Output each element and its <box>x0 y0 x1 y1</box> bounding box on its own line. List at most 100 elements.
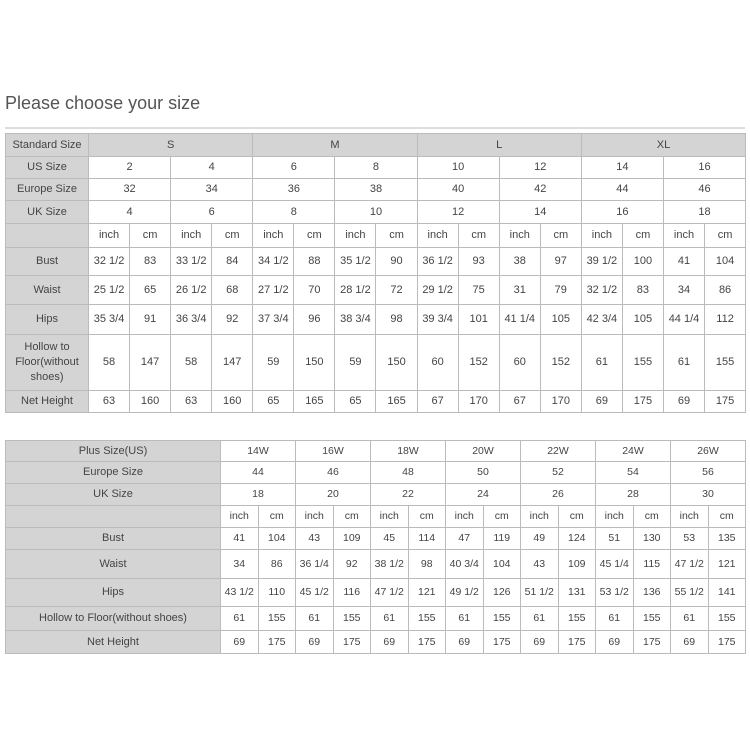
table-cell: 69 <box>220 630 259 654</box>
table-cell: 58 <box>170 334 213 391</box>
table-cell: 37 3/4 <box>252 304 295 335</box>
table-cell: 35 1/2 <box>334 247 377 276</box>
table-cell: 60 <box>498 334 541 391</box>
table-cell: 42 3/4 <box>580 304 623 335</box>
table-cell: 119 <box>482 527 521 550</box>
table-cell: 50 <box>445 461 521 484</box>
row-label: Plus Size(US) <box>5 440 221 462</box>
table-cell: inch <box>295 505 334 528</box>
table-cell: 69 <box>295 630 334 654</box>
table-cell: 155 <box>257 606 296 631</box>
table-cell: 170 <box>457 390 500 413</box>
table-cell: 61 <box>662 334 706 391</box>
table-cell: cm <box>457 223 500 248</box>
table-row: Bust 32 1/2 83 33 1/2 84 34 1/2 88 35 1/2 90 36 1… <box>5 247 747 276</box>
table-cell: 68 <box>211 275 254 305</box>
table-cell: inch <box>580 223 623 248</box>
table-cell: 75 <box>457 275 500 305</box>
table-cell: inch <box>520 505 559 528</box>
table-cell: 105 <box>539 304 582 335</box>
table-cell: 34 <box>170 178 254 201</box>
table-cell: 175 <box>557 630 596 654</box>
table-cell: cm <box>482 505 521 528</box>
table-cell: 36 <box>252 178 336 201</box>
table-cell: 56 <box>670 461 746 484</box>
table-cell: 6 <box>170 200 254 224</box>
table-cell: 38 3/4 <box>334 304 377 335</box>
table-cell: 53 <box>670 527 709 550</box>
table-cell: 135 <box>707 527 746 550</box>
table-cell: 45 1/2 <box>295 578 334 607</box>
table-cell: 12 <box>498 156 582 179</box>
table-cell: 38 1/2 <box>370 549 409 579</box>
table-cell: cm <box>704 223 747 248</box>
table-row: Waist 25 1/2 65 26 1/2 68 27 1/2 70 28 1/2 72 29 … <box>5 275 747 305</box>
table-cell: 98 <box>375 304 418 335</box>
table-cell: 6 <box>252 156 336 179</box>
table-cell: 83 <box>129 247 172 276</box>
row-label: Net Height <box>5 630 221 654</box>
table-cell: 152 <box>539 334 582 391</box>
divider <box>5 127 745 129</box>
table-cell: cm <box>707 505 746 528</box>
table-cell: inch <box>87 223 131 248</box>
table-cell: 41 <box>220 527 259 550</box>
table-cell: XL <box>580 133 747 157</box>
table-cell: 110 <box>257 578 296 607</box>
table-cell: 98 <box>407 549 446 579</box>
table-cell: 61 <box>445 606 484 631</box>
table-cell: 63 <box>87 390 131 413</box>
table-cell: 101 <box>457 304 500 335</box>
table-cell: 2 <box>87 156 172 179</box>
table-cell: 155 <box>332 606 371 631</box>
table-row: Waist 34 86 36 1/4 92 38 1/2 98 40 3/4 104 43 109 4… <box>5 549 746 579</box>
row-label: UK Size <box>5 200 89 224</box>
table-cell: 175 <box>704 390 747 413</box>
table-cell: 32 <box>87 178 172 201</box>
table-cell: 115 <box>632 549 671 579</box>
table-cell: 16W <box>295 440 371 462</box>
table-row: Net Height 63 160 63 160 65 165 65 165 67 170 67 170… <box>5 390 747 413</box>
table-cell: 36 1/4 <box>295 549 334 579</box>
table-cell: 136 <box>632 578 671 607</box>
table-cell: 91 <box>129 304 172 335</box>
table-cell: 59 <box>252 334 295 391</box>
table-cell: 43 <box>520 549 559 579</box>
table-cell: 28 <box>595 483 671 506</box>
table-cell: 165 <box>293 390 336 413</box>
table-cell: 29 1/2 <box>416 275 459 305</box>
table-cell: 69 <box>370 630 409 654</box>
table-cell: 42 <box>498 178 582 201</box>
table-cell: 52 <box>520 461 596 484</box>
table-cell: 155 <box>557 606 596 631</box>
table-cell: 155 <box>621 334 664 391</box>
table-cell: 114 <box>407 527 446 550</box>
table-cell: 36 3/4 <box>170 304 213 335</box>
table-cell: cm <box>293 223 336 248</box>
table-row: Bust 41 104 43 109 45 114 47 119 49 124 51 130 53 135 <box>5 527 746 550</box>
table-cell: 61 <box>220 606 259 631</box>
table-cell: 61 <box>670 606 709 631</box>
table-cell: 121 <box>407 578 446 607</box>
row-label: Bust <box>5 247 89 276</box>
table-cell: L <box>416 133 582 157</box>
table-row: US Size 2 4 6 8 10 12 14 16 <box>5 156 747 179</box>
table-cell: 155 <box>707 606 746 631</box>
table-row: Net Height 69 175 69 175 69 175 69 175 69 175 69 175… <box>5 630 746 654</box>
table-cell: 46 <box>295 461 371 484</box>
table-cell: cm <box>129 223 172 248</box>
table-cell: 67 <box>416 390 459 413</box>
table-cell: 47 <box>445 527 484 550</box>
table-cell: 28 1/2 <box>334 275 377 305</box>
row-label: Europe Size <box>5 178 89 201</box>
table-cell: 69 <box>445 630 484 654</box>
table-cell: 104 <box>704 247 747 276</box>
table-cell: 175 <box>407 630 446 654</box>
table-cell: 109 <box>332 527 371 550</box>
table-cell: inch <box>662 223 706 248</box>
row-label: Hollow to Floor(without shoes) <box>5 334 89 391</box>
table-row: Hips 35 3/4 91 36 3/4 92 37 3/4 96 38 3/4 98 39 3… <box>5 304 747 335</box>
table-cell: 14 <box>580 156 664 179</box>
table-cell: 90 <box>375 247 418 276</box>
table-cell: 14 <box>498 200 582 224</box>
